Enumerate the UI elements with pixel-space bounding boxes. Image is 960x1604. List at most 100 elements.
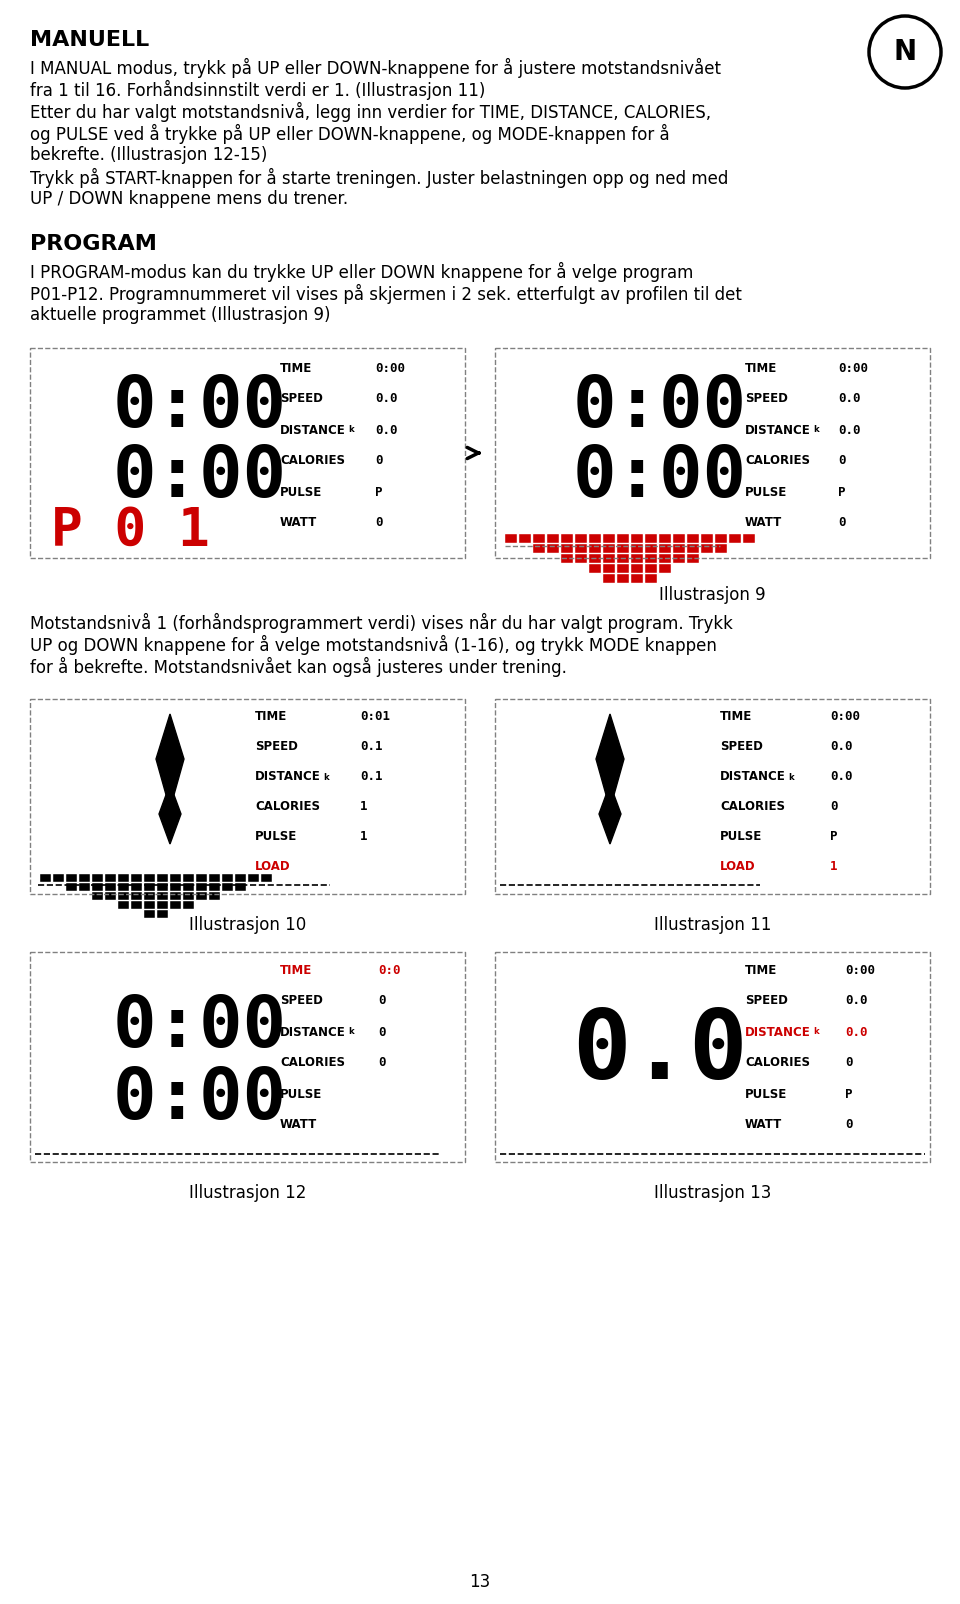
Bar (701, 534, 713, 544)
Text: k: k (813, 425, 819, 435)
Bar (631, 574, 643, 582)
Text: Illustrasjon 12: Illustrasjon 12 (189, 1184, 306, 1201)
Bar (715, 534, 727, 544)
Bar (235, 882, 246, 890)
Text: 0.0: 0.0 (572, 1006, 748, 1099)
Bar (645, 544, 657, 553)
Bar (673, 534, 685, 544)
Text: 0: 0 (375, 516, 382, 529)
Bar (687, 534, 699, 544)
Text: 0: 0 (838, 516, 846, 529)
Bar (617, 565, 629, 573)
Text: k: k (348, 1028, 353, 1036)
Text: 0:00: 0:00 (573, 374, 747, 443)
Polygon shape (156, 714, 184, 808)
Text: PULSE: PULSE (255, 831, 298, 844)
Text: SPEED: SPEED (745, 393, 788, 406)
Bar (589, 534, 601, 544)
Text: fra 1 til 16. Forhåndsinnstilt verdi er 1. (Illustrasjon 11): fra 1 til 16. Forhåndsinnstilt verdi er … (30, 80, 486, 99)
Text: I MANUAL modus, trykk på UP eller DOWN-knappene for å justere motstandsnivået: I MANUAL modus, trykk på UP eller DOWN-k… (30, 58, 721, 79)
Text: P 0 1: P 0 1 (51, 505, 209, 557)
Bar (131, 874, 142, 882)
Bar (196, 882, 207, 890)
Bar (659, 534, 671, 544)
Text: PULSE: PULSE (745, 1088, 787, 1100)
Bar (157, 909, 168, 917)
Text: 0:01: 0:01 (360, 711, 390, 723)
Bar (144, 874, 155, 882)
Bar (118, 892, 129, 900)
Bar (66, 874, 77, 882)
Text: Illustrasjon 9: Illustrasjon 9 (660, 585, 766, 605)
Text: TIME: TIME (255, 711, 287, 723)
Bar (561, 544, 573, 553)
Bar (92, 882, 103, 890)
Text: k: k (813, 1028, 819, 1036)
Text: P01-P12. Programnummeret vil vises på skjermen i 2 sek. etterfulgt av profilen t: P01-P12. Programnummeret vil vises på sk… (30, 284, 742, 305)
Bar (131, 882, 142, 890)
Bar (743, 534, 755, 544)
Text: P: P (838, 486, 846, 499)
Text: 0: 0 (830, 800, 837, 813)
Text: 0:00: 0:00 (845, 964, 875, 977)
Text: PULSE: PULSE (745, 486, 787, 499)
Text: CALORIES: CALORIES (280, 454, 345, 467)
Text: WATT: WATT (745, 1118, 782, 1131)
Bar (575, 534, 587, 544)
Bar (603, 574, 615, 582)
Bar (659, 553, 671, 563)
Text: DISTANCE: DISTANCE (280, 1025, 346, 1038)
Text: 0.0: 0.0 (830, 770, 852, 783)
Text: SPEED: SPEED (255, 741, 298, 754)
Text: TIME: TIME (280, 361, 312, 374)
Text: 1: 1 (360, 831, 368, 844)
Text: UP og DOWN knappene for å velge motstandsnivå (1-16), og trykk MODE knappen: UP og DOWN knappene for å velge motstand… (30, 635, 717, 654)
Text: 0.0: 0.0 (838, 393, 860, 406)
Bar (183, 882, 194, 890)
Bar (183, 874, 194, 882)
Text: 0.0: 0.0 (838, 423, 860, 436)
Polygon shape (159, 784, 181, 844)
Text: PULSE: PULSE (280, 486, 323, 499)
Bar (105, 892, 116, 900)
Bar (645, 534, 657, 544)
Bar (131, 892, 142, 900)
Text: CALORIES: CALORIES (745, 454, 810, 467)
Text: N: N (894, 38, 917, 66)
Text: SPEED: SPEED (280, 994, 323, 1007)
Polygon shape (599, 784, 621, 844)
Bar (183, 901, 194, 909)
Text: 0:00: 0:00 (113, 443, 287, 513)
Text: WATT: WATT (280, 1118, 317, 1131)
Bar (729, 534, 741, 544)
Bar (701, 544, 713, 553)
Bar (673, 553, 685, 563)
Bar (196, 892, 207, 900)
Text: PULSE: PULSE (280, 1088, 323, 1100)
Bar (561, 534, 573, 544)
Text: 0: 0 (845, 1118, 852, 1131)
Bar (645, 574, 657, 582)
Bar (157, 874, 168, 882)
Bar (575, 553, 587, 563)
Bar (118, 882, 129, 890)
Bar (40, 874, 51, 882)
Text: 0.0: 0.0 (375, 423, 397, 436)
Text: P: P (845, 1088, 852, 1100)
Text: k: k (323, 773, 328, 781)
Bar (631, 553, 643, 563)
Text: DISTANCE: DISTANCE (745, 1025, 811, 1038)
Bar (519, 534, 531, 544)
Bar (547, 544, 559, 553)
Text: k: k (788, 773, 794, 781)
Text: CALORIES: CALORIES (745, 1057, 810, 1070)
Bar (645, 553, 657, 563)
Text: MANUELL: MANUELL (30, 30, 149, 50)
Bar (617, 544, 629, 553)
Bar (261, 874, 272, 882)
Text: DISTANCE: DISTANCE (720, 770, 785, 783)
Bar (79, 882, 90, 890)
Text: TIME: TIME (720, 711, 753, 723)
Bar (659, 565, 671, 573)
Text: k: k (348, 425, 353, 435)
